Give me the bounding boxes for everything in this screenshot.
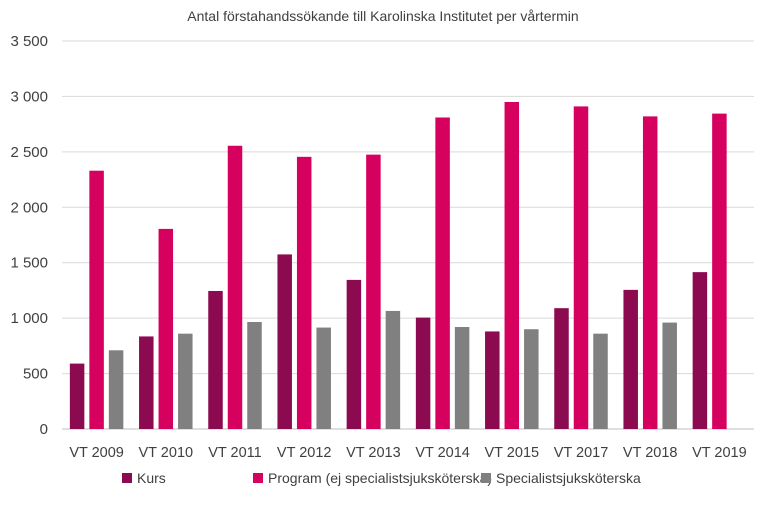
- y-axis-ticks: 0 500 1 000 1 500 2 000 2 500 3 000 3 500: [10, 33, 48, 438]
- y-tick-label: 1 500: [10, 255, 48, 272]
- bar-specialistsjuksköterska-vt-2011: [247, 322, 262, 429]
- bar-program-vt-2017: [573, 106, 589, 430]
- bar-kurs-vt-2009: [69, 363, 85, 429]
- bar-specialistsjuksköterska-vt-2015: [524, 329, 539, 429]
- y-tick-label: 3 000: [10, 88, 48, 105]
- y-tick-label: 2 000: [10, 199, 48, 216]
- bar-program-vt-2011: [227, 145, 243, 429]
- bar-program-vt-2014: [435, 117, 450, 430]
- legend-swatch: [253, 473, 263, 483]
- x-tick-label: VT 2015: [485, 445, 540, 461]
- bar-specialistsjuksköterska-vt-2012: [316, 327, 331, 429]
- bar-kurs-vt-2017: [554, 308, 569, 429]
- bar-program-vt-2012: [296, 156, 312, 430]
- y-tick-label: 2 500: [10, 144, 48, 161]
- bar-program-vt-2009: [89, 170, 104, 429]
- legend-label: Program (ej specialistsjuksköterska): [268, 470, 492, 486]
- x-tick-label: VT 2017: [554, 445, 609, 461]
- x-tick-label: VT 2019: [692, 445, 747, 461]
- x-tick-label: VT 2013: [346, 445, 401, 461]
- y-tick-label: 0: [40, 421, 48, 438]
- x-tick-label: VT 2018: [623, 445, 678, 461]
- bar-program-vt-2015: [504, 101, 520, 429]
- bar-program-vt-2018: [642, 116, 658, 429]
- bar-kurs-vt-2014: [415, 317, 431, 429]
- y-tick-label: 500: [23, 366, 48, 383]
- gridlines: [62, 40, 754, 430]
- legend-label: Kurs: [137, 470, 166, 486]
- y-tick-label: 3 500: [10, 33, 48, 50]
- bar-specialistsjuksköterska-vt-2013: [385, 310, 401, 429]
- x-tick-label: VT 2010: [139, 445, 194, 461]
- y-tick-label: 1 000: [10, 310, 48, 327]
- bar-program-vt-2013: [366, 154, 381, 429]
- bar-kurs-vt-2010: [139, 336, 154, 429]
- bar-specialistsjuksköterska-vt-2009: [108, 350, 124, 429]
- bar-program-vt-2010: [158, 228, 174, 429]
- legend-label: Specialistsjuksköterska: [496, 470, 641, 486]
- bar-kurs-vt-2013: [346, 279, 362, 429]
- x-tick-label: VT 2011: [208, 445, 261, 461]
- bar-kurs-vt-2011: [208, 290, 223, 429]
- bar-kurs-vt-2012: [277, 254, 292, 429]
- x-tick-label: VT 2014: [415, 445, 470, 461]
- chart-title: Antal förstahandssökande till Karolinska…: [187, 8, 578, 24]
- bar-kurs-vt-2015: [485, 331, 500, 429]
- x-tick-label: VT 2009: [69, 445, 124, 461]
- legend-swatch: [122, 473, 132, 483]
- bar-specialistsjuksköterska-vt-2014: [454, 327, 470, 429]
- bar-specialistsjuksköterska-vt-2017: [593, 333, 608, 429]
- x-tick-label: VT 2012: [277, 445, 332, 461]
- legend-swatch: [481, 473, 491, 483]
- bar-program-vt-2019: [712, 113, 727, 430]
- bars: [69, 101, 727, 430]
- bar-specialistsjuksköterska-vt-2018: [662, 322, 677, 429]
- legend: Kurs Program (ej specialistsjuksköterska)…: [122, 470, 641, 486]
- x-axis-ticks: VT 2009 VT 2010 VT 2011 VT 2012 VT 2013 VT 20…: [69, 445, 746, 461]
- bar-specialistsjuksköterska-vt-2010: [178, 333, 193, 429]
- bar-kurs-vt-2019: [692, 272, 708, 429]
- bar-kurs-vt-2018: [623, 289, 638, 429]
